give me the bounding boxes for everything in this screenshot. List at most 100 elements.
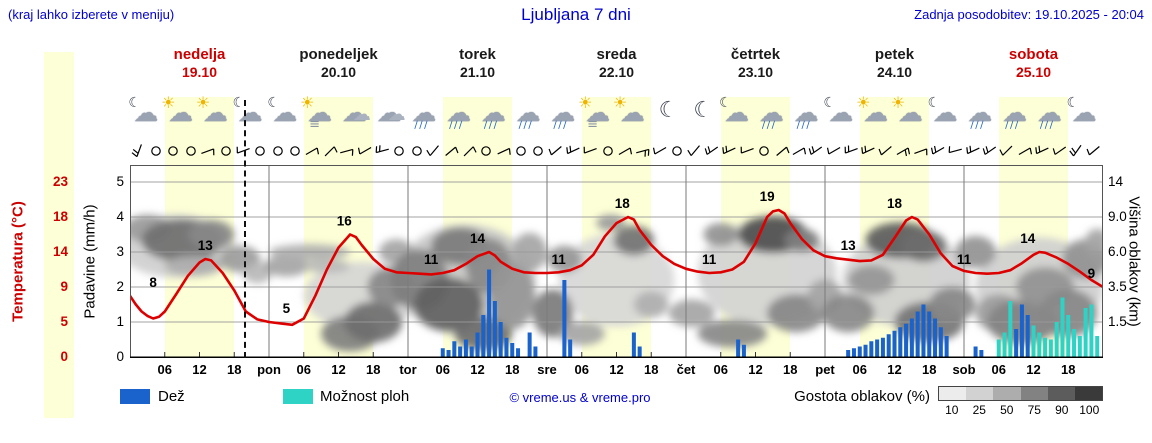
cloud-scale-value: 25 [972,403,986,417]
day-name: četrtek [730,46,781,63]
wind-barb-icon [965,145,980,155]
wind-barb-icon [722,145,737,155]
wind-barb-icon [687,145,700,156]
svg-text:14: 14 [1020,231,1036,246]
hour-label: 18 [644,362,659,377]
day-abbr-label: tor [399,362,417,377]
wind-barb-icon [618,147,633,156]
wind-calm-icon [220,146,231,156]
day-date: 24.10 [876,64,913,80]
temperature-line [130,208,1103,327]
wind-barb-icon [913,148,927,156]
wind-barb-icon [948,146,963,154]
axis-tick: 2 [116,279,124,294]
wind-calm-icon [672,146,683,156]
wind-barb-icon [861,145,876,155]
precip-axis-title: Padavine (mm/h) [81,204,99,319]
cloud-scale-value: 50 [1000,403,1014,417]
cloud-scale-step [1047,387,1075,400]
axis-tick: 0 [116,349,124,364]
wind-barb-icon [740,146,754,154]
svg-text:16: 16 [337,214,353,229]
wind-calm-icon [168,146,179,156]
wind-barb-icon [1018,147,1032,156]
wind-calm-icon [290,146,300,156]
weather-icon-cloud: ☁ ☁ [376,98,406,127]
weather-icon-sun-cloud: ☀ ☁ [612,93,645,127]
day-abbr-label: čet [676,362,696,377]
weather-icon-moon-cloud: ☾ ☁ [1066,95,1097,127]
day-date: 25.10 [1015,64,1052,80]
hour-label: 18 [783,362,798,377]
svg-text:9: 9 [1088,266,1096,281]
cloud-scale-step [939,387,967,400]
weather-icon-sun-cloud: ☀ ☁ [890,93,923,127]
wind-calm-icon [481,146,491,156]
shower-legend-label: Možnost ploh [320,388,410,405]
day-header-nedelja: nedelja 19.10 [130,46,269,80]
weather-icon-moon-cloud: ☾ ☁ [719,95,750,127]
hour-label: 12 [470,362,485,377]
day-name: ponedeljek [299,46,378,63]
axis-tick: 3 [116,244,124,259]
wind-barb-icon [463,146,477,157]
wind-calm-icon [759,146,769,156]
day-name: sreda [596,46,637,63]
weather-icon-fog-sun: ☀ ☁ ≡ [300,93,333,132]
wind-barb-icon [652,146,667,155]
wind-calm-icon [151,146,161,156]
cloud-scale-value: 90 [1055,403,1069,417]
axis-tick: 23 [52,174,68,189]
axis-tick: 0 [60,349,68,364]
temperature-axis-title: Temperatura (°C) [9,201,27,322]
weather-icon-moon-cloud: ☾ ☁ [927,95,958,127]
wind-calm-icon [255,146,266,156]
wind-barb-icon [1069,144,1082,157]
svg-text:11: 11 [551,252,566,267]
wind-barb-icon [635,148,649,157]
day-header-sobota: sobota 25.10 [964,46,1103,80]
svg-text:5: 5 [283,301,291,316]
hour-label: 12 [1026,362,1041,377]
weather-icon-moon-cloud: ☾ ☁ [128,95,159,127]
hour-label: 06 [574,362,589,377]
weather-icon-moon-cloud: ☾ ☁ [823,95,854,127]
wind-barb-icon [445,146,459,156]
wind-barb-icon [548,146,562,156]
weather-icon-moon: ☾ [693,98,714,123]
day-date: 22.10 [598,64,635,80]
wind-barb-icon [704,146,719,155]
hour-label: 12 [887,362,902,377]
day-name: nedelja [173,46,226,63]
weather-icon-moon-cloud: ☾ ☁ [267,95,298,127]
day-header-petek: petek 24.10 [825,46,964,80]
hour-label: 18 [1061,362,1076,377]
weather-icon-rain: ☁ ∕∕∕ [758,98,784,131]
weather-icon-rain: ☁ ∕∕∕ [411,98,437,131]
axis-tick: 4 [116,209,124,224]
credit-link[interactable]: © vreme.us & vreme.pro [509,390,651,405]
cloud-scale-step [993,387,1021,400]
wind-calm-icon [411,146,422,156]
cloud-density-label: Gostota oblakov (%) [794,388,930,405]
hour-label: 06 [991,362,1006,377]
weather-icon-rain: ☁ ∕∕∕ [446,98,472,131]
weather-icon-moon-cloud: ☾ ☁ [232,95,263,127]
axis-tick: 14 [52,244,68,259]
wind-barb-icon [809,146,823,155]
weather-icon-rain: ☁ ∕∕∕ [1002,98,1028,131]
wind-calm-icon [186,146,196,156]
axis-tick: 14 [1108,174,1124,189]
wind-barb-icon [375,145,389,154]
page-title: Ljubljana 7 dni [521,5,631,24]
wind-calm-icon [516,146,526,156]
weather-icon-moon: ☾ [658,98,679,123]
weather-icon-rain: ☁ ∕∕∕ [793,98,819,131]
cloud-scale-value: 100 [1079,403,1100,417]
wind-barb-icon [566,145,580,155]
svg-text:11: 11 [702,252,717,267]
axis-tick: 9 [60,279,68,294]
wind-barb-icon [896,147,911,157]
hour-label: 12 [331,362,346,377]
